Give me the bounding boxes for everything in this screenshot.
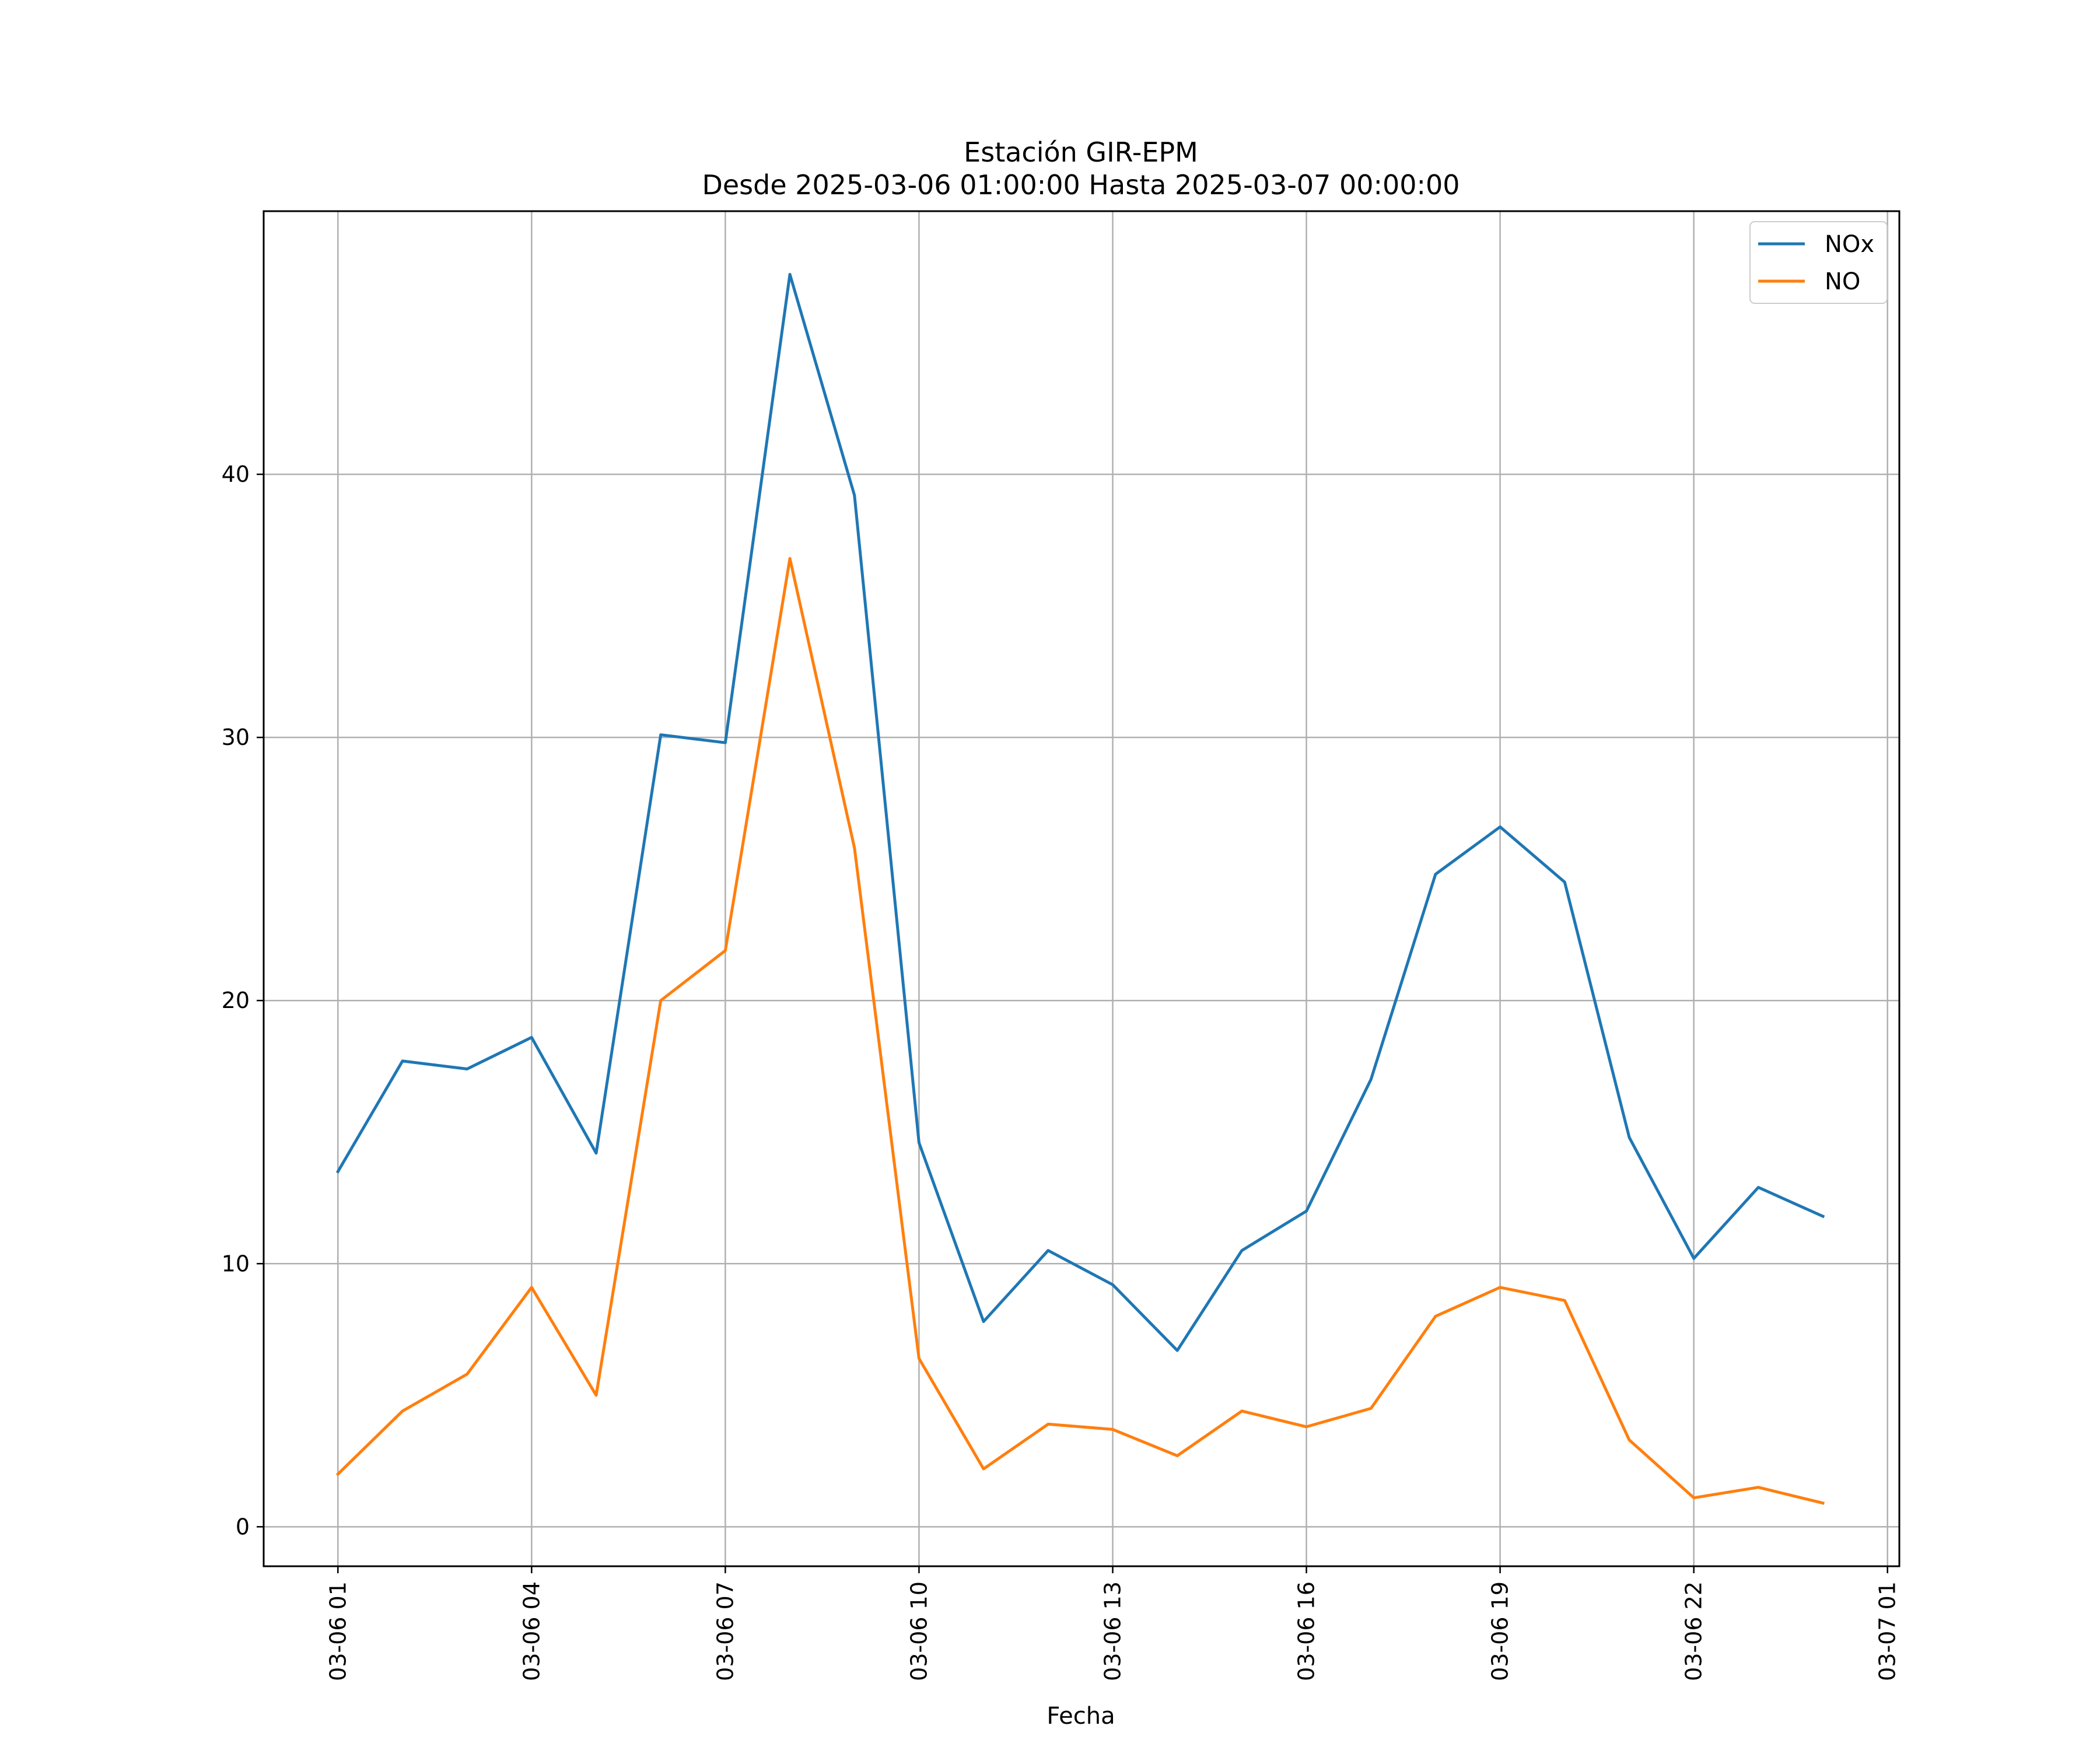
y-tick-label: 40 [222,461,250,487]
x-tick-label: 03-06 13 [1100,1581,1125,1681]
x-tick-label: 03-07 01 [1875,1581,1901,1681]
y-tick-label: 10 [222,1251,250,1276]
x-tick-label: 03-06 10 [906,1581,932,1681]
legend-label-nox: NOx [1825,231,1874,258]
y-tick-label: 20 [222,988,250,1013]
y-tick-label: 0 [236,1514,250,1539]
chart-subtitle: Desde 2025-03-06 01:00:00 Hasta 2025-03-… [702,169,1460,201]
series-line-no [335,556,1825,1505]
series-line-nox [335,272,1825,1352]
legend-box [1749,221,1888,304]
chart-title: Estación GIR-EPM [964,136,1198,168]
x-tick-label: 03-06 04 [519,1581,544,1681]
y-tick-label: 30 [222,724,250,750]
x-axis-label: Fecha [1046,1703,1115,1730]
x-tick-label: 03-06 19 [1488,1581,1513,1681]
grid [264,211,1899,1566]
legend-label-no: NO [1825,268,1860,295]
x-tick-label: 03-06 01 [325,1581,351,1681]
legend: NOx NO [1749,221,1888,304]
x-tick-label: 03-06 22 [1681,1581,1707,1681]
x-tick-label: 03-06 07 [712,1581,738,1681]
x-tick-label: 03-06 16 [1294,1581,1320,1681]
ticks: 03-06 01 03-06 04 03-06 07 03-06 10 03-06 13… [222,461,1901,1681]
plot-frame [262,210,1901,1567]
series-layer [335,272,1825,1505]
